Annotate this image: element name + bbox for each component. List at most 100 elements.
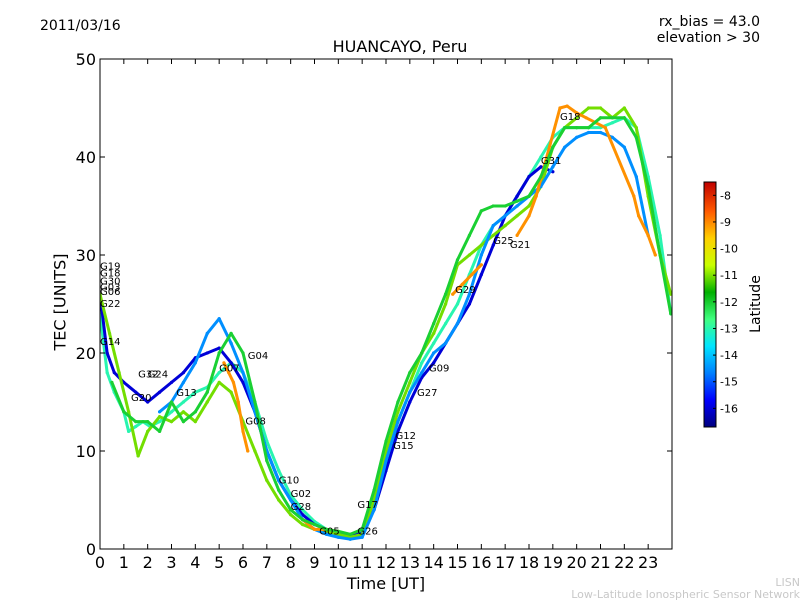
tec-track-segment — [277, 498, 293, 517]
colorbar-tick-label: -14 — [720, 349, 738, 362]
tec-track-segment — [253, 449, 269, 482]
satellite-label-layer: G19G18G30G03G06G22G14G20G32G24G13G07G04G… — [100, 112, 580, 538]
tec-track-segment — [599, 106, 614, 120]
brand-short: LISN — [775, 576, 800, 589]
tec-track-segment — [491, 224, 507, 237]
tec-track-segment — [539, 165, 555, 188]
colorbar-label: Latitude — [748, 275, 764, 333]
tec-track-segment — [384, 420, 400, 463]
tec-track-segment — [229, 331, 245, 355]
tec-track-segment — [384, 400, 400, 443]
tec-track-segment — [277, 488, 293, 512]
tec-track-segment — [229, 361, 245, 384]
tec-track-segment — [372, 439, 388, 492]
colorbar-tick-label: -15 — [720, 376, 738, 389]
tec-track-segment — [193, 390, 209, 414]
x-tick-label: 3 — [166, 553, 176, 572]
y-tick-label: 20 — [76, 344, 96, 363]
x-tick-label: 9 — [309, 553, 319, 572]
x-tick-label: 4 — [190, 553, 200, 572]
tec-track-segment — [467, 209, 483, 237]
tec-track-segment — [456, 292, 471, 326]
tec-track-segment — [146, 415, 162, 433]
date-label: 2011/03/16 — [40, 18, 121, 34]
tec-track-segment — [301, 508, 316, 524]
tec-track-segment — [241, 420, 257, 453]
tec-track-segment — [456, 253, 471, 267]
tec-track-segment — [603, 126, 636, 198]
colorbar-tick-label: -16 — [720, 402, 738, 415]
tec-track-segment — [205, 351, 221, 394]
tec-track-segment — [460, 273, 474, 286]
tec-track-segment — [503, 199, 519, 208]
tec-track-segment — [515, 214, 531, 237]
tec-track-segment — [551, 145, 567, 169]
tec-track-segment — [658, 253, 672, 316]
tec-track-segment — [467, 273, 483, 306]
satellite-label: G05 — [319, 526, 339, 537]
tec-track-segment — [229, 341, 245, 375]
rx-bias-label: rx_bias = 43.0 — [658, 14, 760, 30]
tec-track-segment — [420, 361, 436, 379]
satellite-label: G18 — [560, 112, 580, 123]
tec-track-segment — [324, 529, 340, 536]
tec-track-segment — [360, 488, 376, 531]
satellite-label: G17 — [357, 500, 377, 511]
tec-track-segment — [170, 400, 185, 414]
colorbar-tick-label: -13 — [720, 322, 738, 335]
tec-track-segment — [181, 361, 197, 384]
tec-track-segment — [241, 351, 257, 404]
colorbar-tick-label: -8 — [720, 189, 731, 202]
tec-track-segment — [637, 214, 650, 237]
tec-track-segment — [170, 400, 185, 424]
elevation-label: elevation > 30 — [656, 30, 760, 46]
x-tick-label: 17 — [495, 553, 515, 572]
tec-track-segment — [470, 263, 483, 277]
tec-track-segment — [610, 106, 626, 120]
tec-track-segment — [181, 356, 197, 375]
tec-track-segment — [372, 449, 388, 502]
tec-track-segment — [170, 410, 185, 424]
x-tick-label: 5 — [214, 553, 224, 572]
tec-track-segment — [127, 410, 140, 458]
tec-track-segment — [360, 508, 376, 539]
tec-track-segment — [324, 532, 340, 539]
y-axis-label: TEC [UNITS] — [50, 253, 70, 351]
tec-track-segment — [622, 106, 638, 130]
series-layer — [100, 104, 672, 541]
tec-track-segment — [563, 116, 579, 130]
tec-track-segment — [503, 214, 519, 228]
tec-track-segment — [420, 322, 436, 355]
tec-track-segment — [527, 175, 543, 198]
satellite-label: G32 — [138, 370, 158, 381]
tec-track-segment — [444, 302, 459, 326]
tec-track-segment — [324, 527, 340, 533]
x-tick-label: 14 — [423, 553, 443, 572]
tec-track-segment — [408, 351, 424, 375]
tec-track-segment — [105, 351, 116, 375]
y-tick-label: 0 — [86, 540, 96, 559]
x-tick-label: 11 — [352, 553, 372, 572]
tec-track-segment — [515, 175, 531, 198]
tec-track-segment — [348, 535, 364, 541]
tec-track-segment — [479, 224, 495, 257]
x-tick-label: 8 — [286, 553, 296, 572]
satellite-label: G25 — [493, 236, 513, 247]
satellite-label: G29 — [455, 285, 475, 296]
tec-track-segment — [205, 346, 221, 355]
tec-track-segment — [432, 292, 448, 326]
tec-track-segment — [181, 410, 197, 424]
x-tick-label: 22 — [614, 553, 634, 572]
tec-track-segment — [205, 380, 221, 404]
tec-track-segment — [479, 204, 495, 213]
tec-track-segment — [451, 282, 464, 296]
tec-track-segment — [456, 233, 471, 262]
colorbar-tick-label: -12 — [720, 296, 738, 309]
tec-track-segment — [265, 478, 281, 502]
satellite-label: G08 — [245, 417, 265, 428]
satellite-label: G24 — [148, 370, 168, 381]
tec-track-segment — [587, 116, 602, 130]
tec-track-segment — [634, 135, 650, 188]
tec-track-segment — [265, 439, 281, 473]
